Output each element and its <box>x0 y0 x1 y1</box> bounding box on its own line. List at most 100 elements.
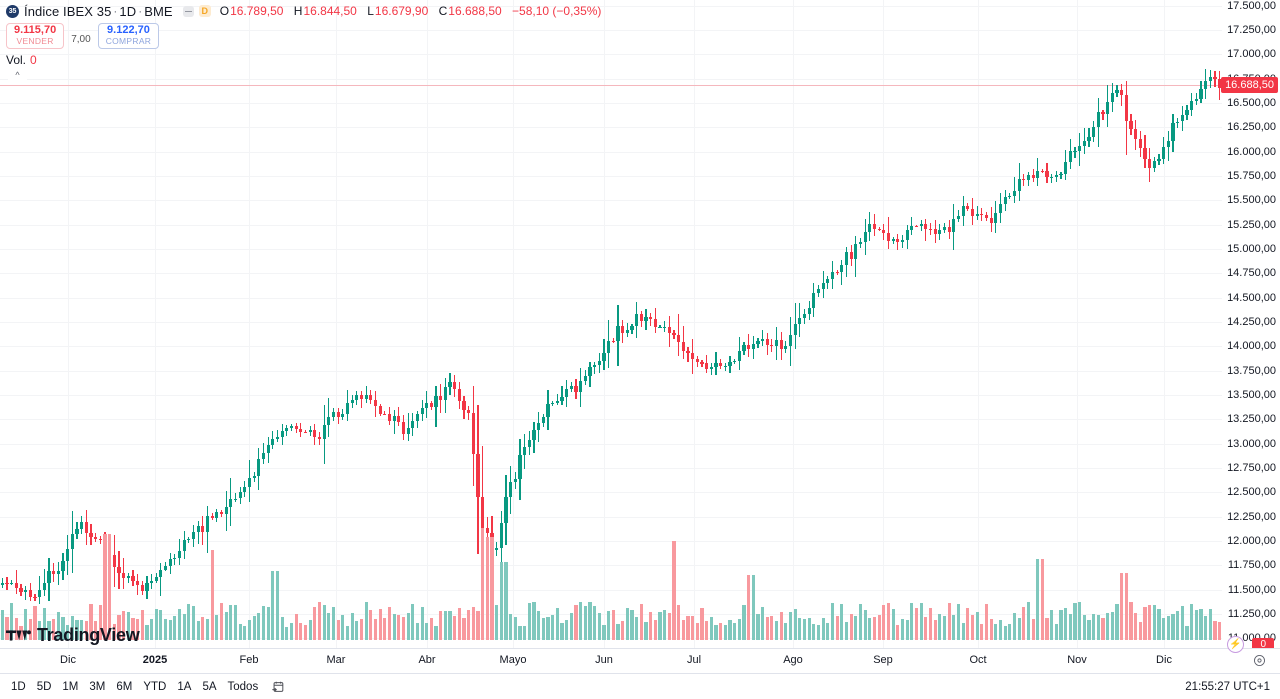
candle-body <box>1096 112 1100 128</box>
candle-body <box>355 394 359 400</box>
candle-body <box>938 229 942 235</box>
candle-body <box>607 340 611 354</box>
range-button-1d[interactable]: 1D <box>11 680 26 693</box>
symbol-name[interactable]: Índice IBEX 35 <box>24 3 112 19</box>
candle-body <box>471 413 475 455</box>
candle-body <box>579 380 583 393</box>
interval-label[interactable]: 1D <box>119 3 137 19</box>
ohlc-low-label: L <box>367 4 374 18</box>
volume-bar <box>667 613 671 640</box>
gridline-horizontal <box>0 224 1222 226</box>
dividends-d-icon[interactable]: D <box>198 5 211 17</box>
volume-bar <box>802 618 807 640</box>
gridline-vertical <box>155 0 156 648</box>
candle-body <box>877 228 881 231</box>
volume-bar <box>611 610 615 640</box>
candle-wick <box>897 233 899 251</box>
volume-bar <box>1218 622 1222 640</box>
candle-body <box>513 479 517 483</box>
exchange-label[interactable]: BME <box>144 3 173 19</box>
volume-bar <box>891 608 895 640</box>
candle-body <box>191 531 196 539</box>
volume-bar <box>784 623 788 640</box>
lightning-bolt-icon[interactable]: ⚡ <box>1227 636 1244 653</box>
minus-icon[interactable] <box>182 5 194 17</box>
candle-body <box>1124 95 1128 121</box>
volume-bar <box>303 625 308 640</box>
gridline-vertical <box>513 0 514 648</box>
volume-bar <box>1022 606 1026 640</box>
candle-body <box>453 382 457 389</box>
price-tick: 12.250,00 <box>1227 510 1276 523</box>
volume-bar <box>532 602 536 640</box>
price-tick: 16.250,00 <box>1227 121 1276 134</box>
candle-body <box>322 424 326 440</box>
chevron-up-icon[interactable]: ^ <box>8 68 27 83</box>
volume-bar <box>905 619 909 640</box>
range-button-1a[interactable]: 1A <box>177 680 192 693</box>
range-button-6m[interactable]: 6M <box>116 680 133 693</box>
candle-body <box>980 213 984 216</box>
gridline-vertical <box>604 0 605 648</box>
volume-bar <box>439 610 443 640</box>
volume-bar <box>1082 615 1086 640</box>
chart-canvas[interactable] <box>0 0 1222 648</box>
calendar-icon[interactable] <box>271 680 285 694</box>
volume-bar <box>257 613 261 640</box>
candle-body <box>261 452 266 459</box>
range-button-1m[interactable]: 1M <box>62 680 79 693</box>
gridline-horizontal <box>0 395 1222 397</box>
candle-body <box>756 341 760 345</box>
candle-wick <box>1 577 3 589</box>
range-button-5d[interactable]: 5D <box>36 680 52 693</box>
volume-bar <box>663 609 667 640</box>
candle-body <box>117 566 121 573</box>
gridline-horizontal <box>0 419 1222 421</box>
time-tick: Jun <box>595 654 613 666</box>
candle-body <box>1199 89 1203 99</box>
price-tick: 17.250,00 <box>1227 24 1276 37</box>
candle-body <box>47 570 51 583</box>
candle-body <box>1194 98 1198 102</box>
volume-bar <box>1008 624 1012 640</box>
candle-body <box>94 536 98 539</box>
candle-body <box>387 413 392 421</box>
buy-button[interactable]: 9.122,70 COMPRAR <box>97 23 160 49</box>
candle-body <box>33 597 37 599</box>
volume-value: 0 <box>30 53 37 67</box>
volume-bar <box>1166 616 1170 640</box>
range-button-ytd[interactable]: YTD <box>143 680 167 693</box>
candle-body <box>24 589 28 592</box>
candle-body <box>630 325 634 330</box>
candle-body <box>835 271 839 273</box>
sell-button[interactable]: 9.115,70 VENDER <box>6 23 65 49</box>
candle-body <box>527 439 531 448</box>
gridline-horizontal <box>0 78 1222 80</box>
candle-wick <box>650 312 652 327</box>
range-button-todos[interactable]: Todos <box>227 680 259 693</box>
range-button-5a[interactable]: 5A <box>202 680 217 693</box>
price-scale[interactable]: 17.500,0017.250,0017.000,0016.750,0016.5… <box>1221 0 1280 651</box>
volume-bar <box>173 615 177 640</box>
volume-bar <box>369 609 373 640</box>
gridline-vertical <box>249 0 250 648</box>
gridline-horizontal <box>0 613 1222 615</box>
candle-body <box>66 549 70 562</box>
candlestick-series <box>0 68 1222 640</box>
gear-icon[interactable] <box>1253 654 1266 667</box>
range-button-3m[interactable]: 3M <box>89 680 106 693</box>
volume-bar <box>770 615 774 640</box>
candle-body <box>38 589 42 598</box>
volume-legend: Vol. 0 <box>6 53 601 67</box>
candle-body <box>411 421 415 428</box>
time-scale[interactable]: Dic 2025 Feb Mar Abr Mayo Jun Jul Ago Sep Oct Nov Di… <box>0 648 1280 673</box>
volume-bar <box>1087 620 1091 640</box>
volume-bar <box>1171 614 1175 640</box>
volume-bar <box>625 607 629 640</box>
volume-bar <box>5 617 9 640</box>
candle-body <box>429 402 434 407</box>
candle-body <box>1148 158 1152 168</box>
gridline-vertical <box>336 0 337 648</box>
volume-bar <box>1040 559 1045 640</box>
